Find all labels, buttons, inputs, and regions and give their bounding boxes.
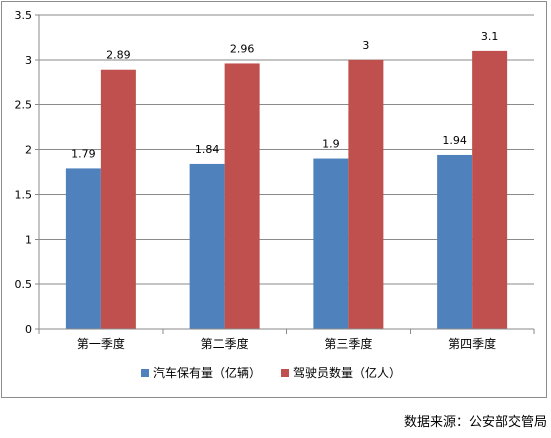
bar (100, 69, 136, 330)
bar (348, 59, 384, 329)
data-label: 3.1 (481, 30, 499, 43)
chart-frame: 0 0.5 1 1.5 2 2.5 3 3.5 1.79 2.89 1.84 2.96 1.9 3 1.9… (1, 1, 547, 398)
bar (472, 50, 508, 330)
legend: 汽车保有量（亿辆） 驾驶员数量（亿人） (141, 365, 401, 380)
legend-entry: 驾驶员数量（亿人） (293, 365, 401, 380)
data-label: 1.84 (195, 143, 220, 156)
legend-entry: 汽车保有量（亿辆） (153, 365, 261, 380)
y-tick-label: 2 (25, 144, 32, 157)
bar (224, 63, 260, 330)
y-tick-label: 3 (25, 54, 32, 67)
y-tick-label: 0.5 (15, 278, 33, 291)
y-tick-label: 3.5 (15, 9, 33, 22)
y-tick-label: 1 (25, 233, 32, 246)
data-label: 1.94 (442, 134, 467, 147)
bar (313, 158, 349, 329)
data-label: 2.89 (106, 49, 131, 62)
legend-swatch (141, 369, 149, 377)
y-axis: 0 0.5 1 1.5 2 2.5 3 3.5 (15, 9, 40, 336)
legend-swatch (281, 369, 289, 377)
y-tick-label: 1.5 (15, 188, 33, 201)
data-label: 2.96 (230, 42, 255, 55)
bar (189, 163, 225, 329)
data-source-note: 数据来源：公安部交管局 (403, 415, 547, 430)
bar (437, 154, 473, 329)
x-tick-label: 第一季度 (77, 336, 125, 351)
bar-chart: 0 0.5 1 1.5 2 2.5 3 3.5 1.79 2.89 1.84 2.96 1.9 3 1.9… (15, 9, 535, 380)
y-tick-label: 0 (25, 323, 32, 336)
bars: 1.79 2.89 1.84 2.96 1.9 3 1.94 3.1 (65, 30, 508, 330)
x-tick-label: 第四季度 (448, 336, 496, 351)
x-tick-label: 第三季度 (324, 336, 372, 351)
bar (65, 168, 101, 329)
y-tick-label: 2.5 (15, 99, 33, 112)
data-label: 1.79 (71, 147, 96, 160)
x-tick-label: 第二季度 (201, 336, 249, 351)
data-label: 3 (362, 39, 369, 52)
x-axis: 第一季度 第二季度 第三季度 第四季度 (38, 328, 535, 351)
data-label: 1.9 (322, 138, 340, 151)
